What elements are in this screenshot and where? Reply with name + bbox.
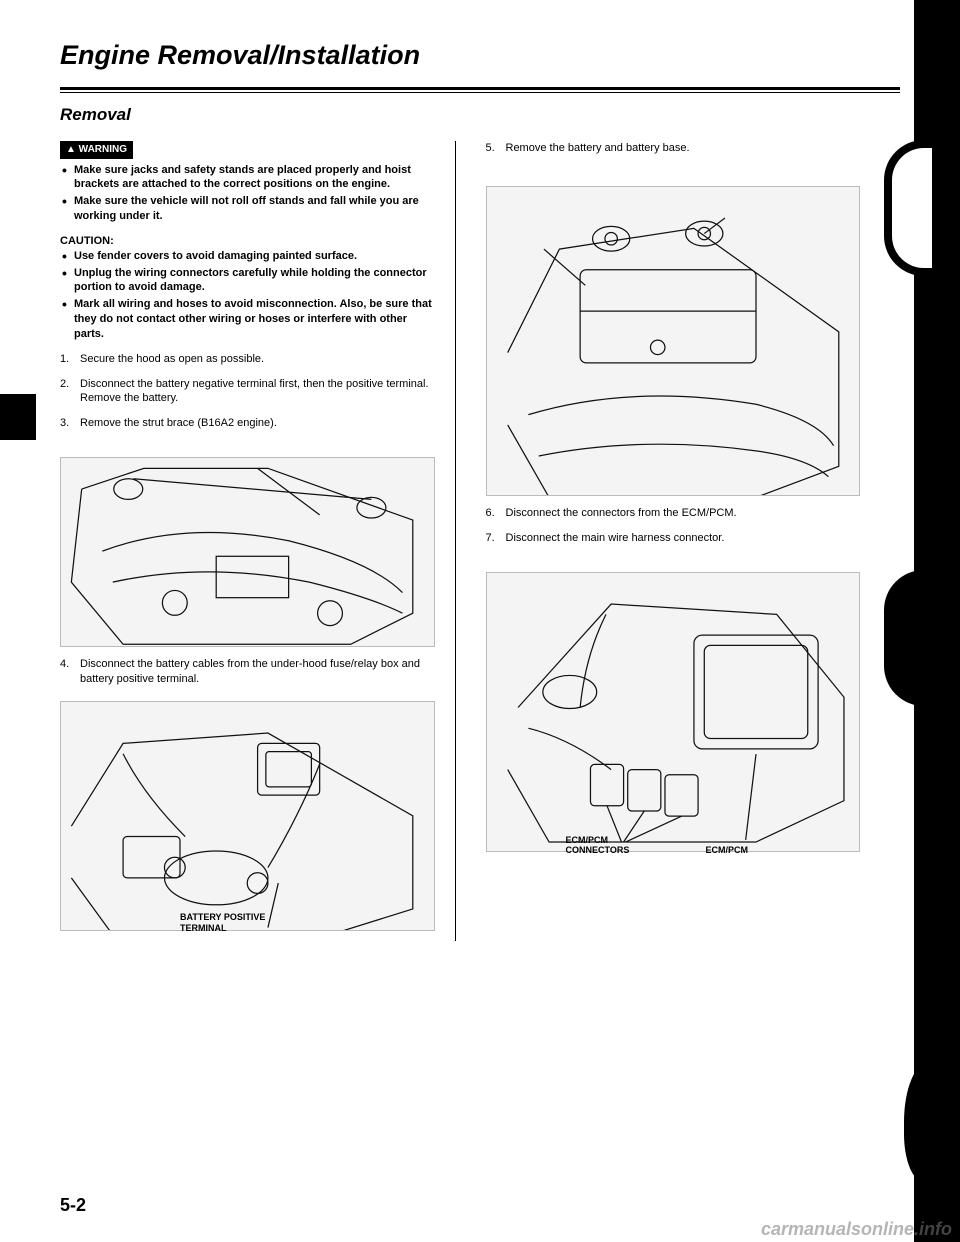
step-number: 3. — [60, 416, 69, 431]
figure-battery-base: 8 x 1.25 mm 24 N·m (2.4 kgf·m, 17 lbf·ft… — [486, 186, 861, 496]
step-item: 7. Disconnect the main wire harness conn… — [486, 531, 861, 546]
warning-item: Make sure the vehicle will not roll off … — [62, 194, 435, 224]
step-item: 5. Remove the battery and battery base. — [486, 141, 861, 156]
column-right: 5. Remove the battery and battery base. … — [486, 141, 901, 941]
step-text: Disconnect the battery negative terminal… — [80, 378, 429, 405]
step-number: 1. — [60, 352, 69, 367]
step-item: 6. Disconnect the connectors from the EC… — [486, 506, 861, 521]
caution-list: Use fender covers to avoid damaging pain… — [60, 249, 435, 342]
page-title: Engine Removal/Installation — [60, 40, 900, 81]
columns: ▲ WARNING Make sure jacks and safety sta… — [60, 141, 900, 941]
figure-strut-brace: 8 x 1.25 mm 24 N·m (2.4 kgf·m, 17 lbf·ft… — [60, 457, 435, 647]
step-list-right-2: 6. Disconnect the connectors from the EC… — [486, 506, 861, 546]
step-text: Remove the strut brace (B16A2 engine). — [80, 417, 277, 429]
caution-item: Use fender covers to avoid damaging pain… — [62, 249, 435, 264]
ecm-sketch-icon — [487, 573, 859, 852]
caution-item: Unplug the wiring connectors carefully w… — [62, 266, 435, 296]
step-item: 3. Remove the strut brace (B16A2 engine)… — [60, 416, 435, 431]
step-item: 1. Secure the hood as open as possible. — [60, 352, 435, 367]
step-list-right: 5. Remove the battery and battery base. — [486, 141, 861, 156]
caution-item: Mark all wiring and hoses to avoid misco… — [62, 297, 435, 342]
step-number: 7. — [486, 531, 495, 546]
section-title: Removal — [60, 105, 900, 125]
step-text: Disconnect the main wire harness connect… — [506, 532, 725, 544]
step-number: 6. — [486, 506, 495, 521]
column-left: ▲ WARNING Make sure jacks and safety sta… — [60, 141, 456, 941]
battery-base-sketch-icon — [487, 187, 859, 496]
page-number: 5-2 — [60, 1195, 86, 1216]
warning-block: ▲ WARNING Make sure jacks and safety sta… — [60, 141, 435, 224]
watermark: carmanualsonline.info — [761, 1219, 952, 1240]
warning-list: Make sure jacks and safety stands are pl… — [60, 163, 435, 224]
step-text: Remove the battery and battery base. — [506, 142, 690, 154]
figure-ecm-connectors: MAIN WIRE HARNESS CONNECTOR — [486, 572, 861, 852]
step-number: 2. — [60, 377, 69, 392]
fusebox-sketch-icon — [61, 702, 433, 931]
warning-tag: ▲ WARNING — [60, 141, 133, 159]
divider-thin — [60, 92, 900, 93]
step-text: Disconnect the connectors from the ECM/P… — [506, 507, 737, 519]
step-text: Secure the hood as open as possible. — [80, 353, 264, 365]
engine-sketch-icon — [61, 458, 433, 647]
step-number: 5. — [486, 141, 495, 156]
step-list-left: 1. Secure the hood as open as possible. … — [60, 352, 435, 431]
step-item: 2. Disconnect the battery negative termi… — [60, 377, 435, 407]
divider-thick — [60, 87, 900, 90]
fig-label-terminal: BATTERY POSITIVE TERMINAL — [180, 912, 265, 933]
page: Engine Removal/Installation Removal ▲ WA… — [0, 0, 960, 1242]
step-text: Disconnect the battery cables from the u… — [80, 658, 420, 685]
step-item: 4. Disconnect the battery cables from th… — [60, 657, 435, 687]
step-list-left-2: 4. Disconnect the battery cables from th… — [60, 657, 435, 687]
fig-label-ecm-connectors: ECM/PCM CONNECTORS — [566, 835, 630, 856]
step-number: 4. — [60, 657, 69, 672]
fig-label-ecm: ECM/PCM — [706, 845, 749, 855]
figure-battery-cables: UNDER-HOOD FUSE/RELAY BOX BATTERY CABLES — [60, 701, 435, 931]
caution-title: CAUTION: — [60, 234, 435, 249]
warning-item: Make sure jacks and safety stands are pl… — [62, 163, 435, 193]
